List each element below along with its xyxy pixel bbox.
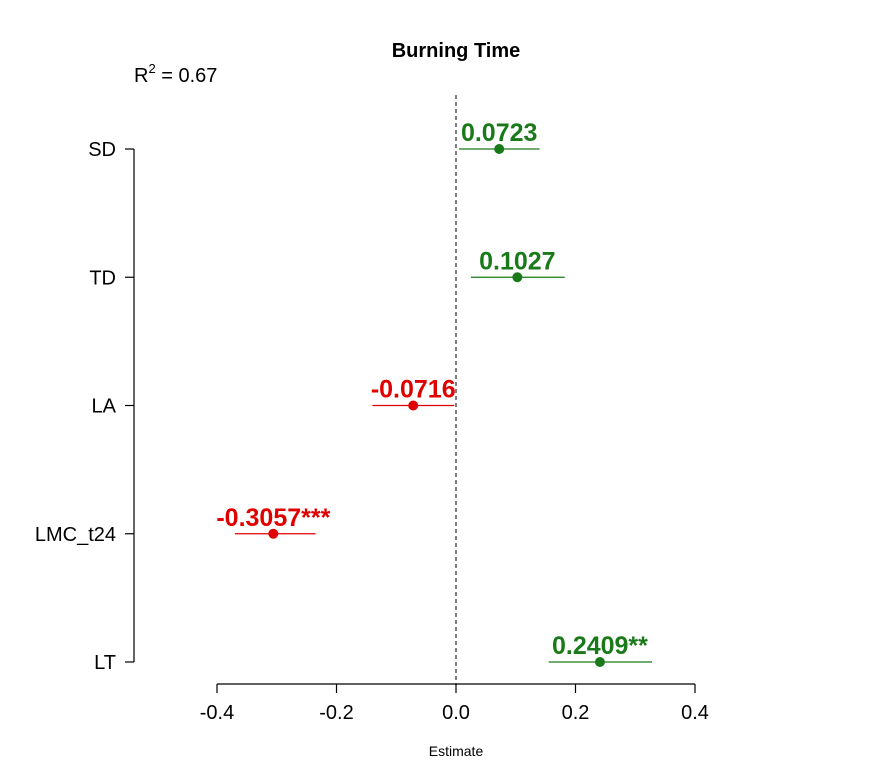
point-lt (594, 657, 605, 667)
point-sd (494, 144, 505, 154)
y-tick-label-sd: SD (88, 139, 116, 161)
r-squared-label: R2 = 0.67 (134, 61, 217, 87)
y-tick-label-la: LA (92, 396, 117, 418)
plot-area: SD TD LA LMC_t24 LT -0.4 -0.2 0.0 0.2 0.4 0.0723 0.… (35, 95, 709, 724)
x-axis-label: Estimate (429, 743, 484, 759)
r-squared-superscript: 2 (148, 61, 155, 76)
x-tick-label: -0.2 (319, 702, 353, 724)
x-tick-label: 0.0 (442, 702, 470, 724)
x-tick-label: -0.4 (200, 702, 234, 724)
r-squared-symbol: R (134, 65, 148, 87)
point-td (512, 272, 523, 283)
value-label-lt: 0.2409** (552, 632, 648, 660)
y-tick-label-td: TD (89, 267, 116, 289)
y-tick-label-lmc-t24: LMC_t24 (35, 524, 116, 546)
value-label-lmc-t24: -0.3057*** (216, 504, 330, 532)
r-squared-value: = 0.67 (156, 65, 218, 87)
y-tick-label-lt: LT (94, 652, 116, 674)
value-label-sd: 0.0723 (461, 119, 537, 147)
value-label-la: -0.0716 (371, 376, 456, 404)
x-tick-label: 0.2 (562, 702, 590, 724)
chart-title: Burning Time (392, 40, 521, 62)
point-la (408, 400, 419, 411)
value-label-td: 0.1027 (479, 247, 555, 275)
point-lmc-t24 (268, 528, 279, 539)
x-tick-label: 0.4 (681, 702, 709, 724)
